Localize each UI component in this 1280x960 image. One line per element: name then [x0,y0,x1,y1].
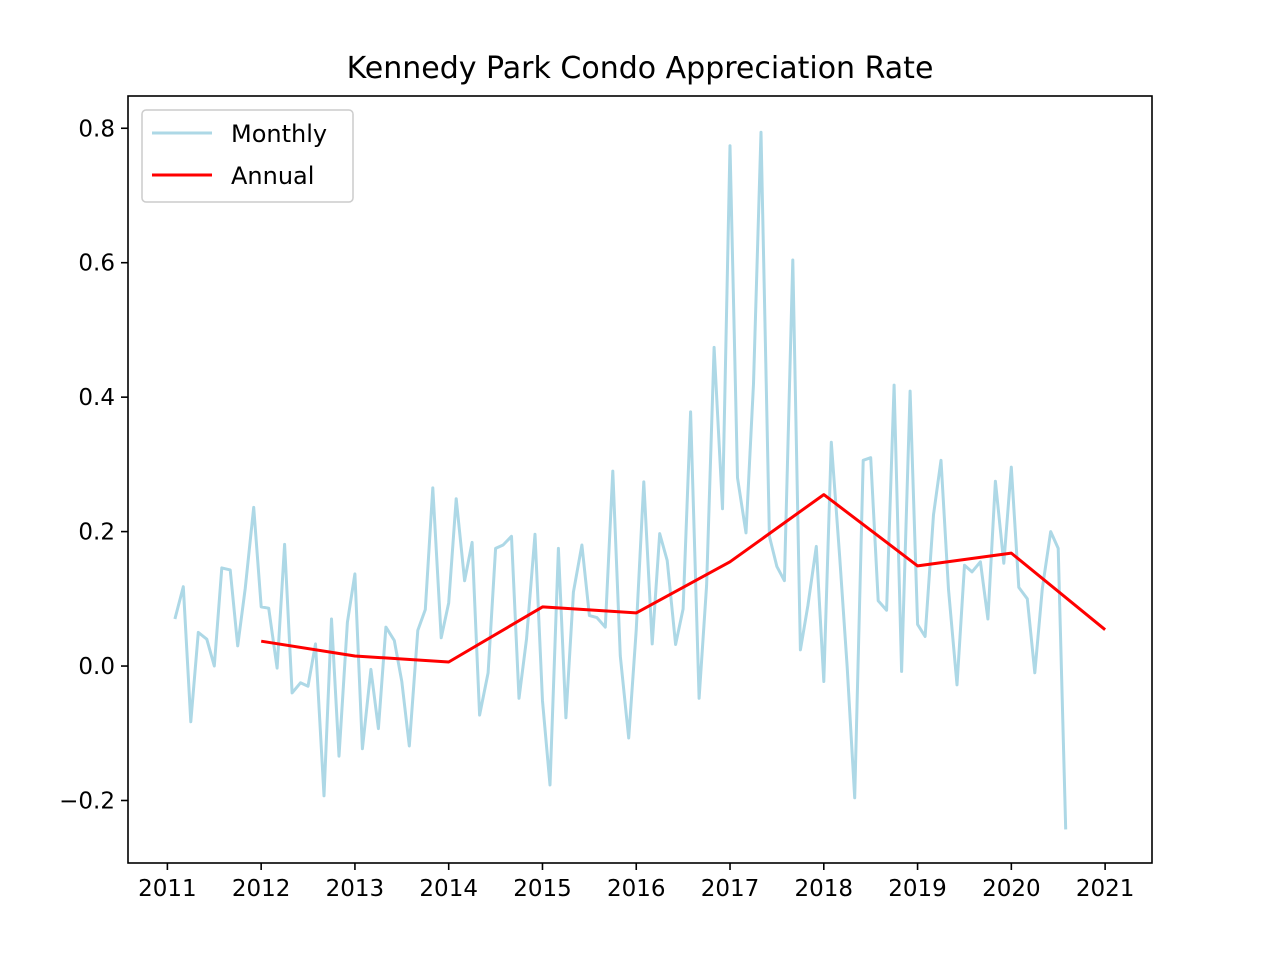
x-tick-label: 2012 [232,876,291,902]
x-axis: 2011 2012 2013 2014 2015 2016 2017 2018 2019 2020… [138,863,1134,902]
x-tick-label: 2018 [795,876,854,902]
y-tick-label: −0.2 [59,788,115,814]
y-tick-label: 0.6 [78,251,115,277]
x-tick-label: 2013 [326,876,385,902]
series-line-annual [260,493,1107,664]
plot-frame [127,95,1153,864]
x-tick-label: 2020 [982,876,1041,902]
legend-label-monthly: Monthly [231,120,327,148]
y-tick-label: 0.2 [78,520,115,546]
x-tick-label: 2019 [888,876,947,902]
series-line-monthly [173,130,1068,830]
y-tick-label: 0.4 [78,385,115,411]
series-layer [173,130,1107,830]
x-tick-label: 2011 [138,876,197,902]
y-tick-label: 0.0 [78,654,115,680]
y-tick-label: 0.8 [78,116,115,142]
chart-title: Kennedy Park Condo Appreciation Rate [347,51,934,86]
x-tick-label: 2021 [1076,876,1135,902]
x-tick-label: 2014 [419,876,478,902]
legend-label-annual: Annual [231,162,314,190]
y-axis: −0.2 0.0 0.2 0.4 0.6 0.8 [59,116,128,814]
x-tick-label: 2017 [701,876,760,902]
legend: Monthly Annual [141,109,354,203]
x-tick-label: 2016 [607,876,666,902]
x-tick-label: 2015 [513,876,572,902]
